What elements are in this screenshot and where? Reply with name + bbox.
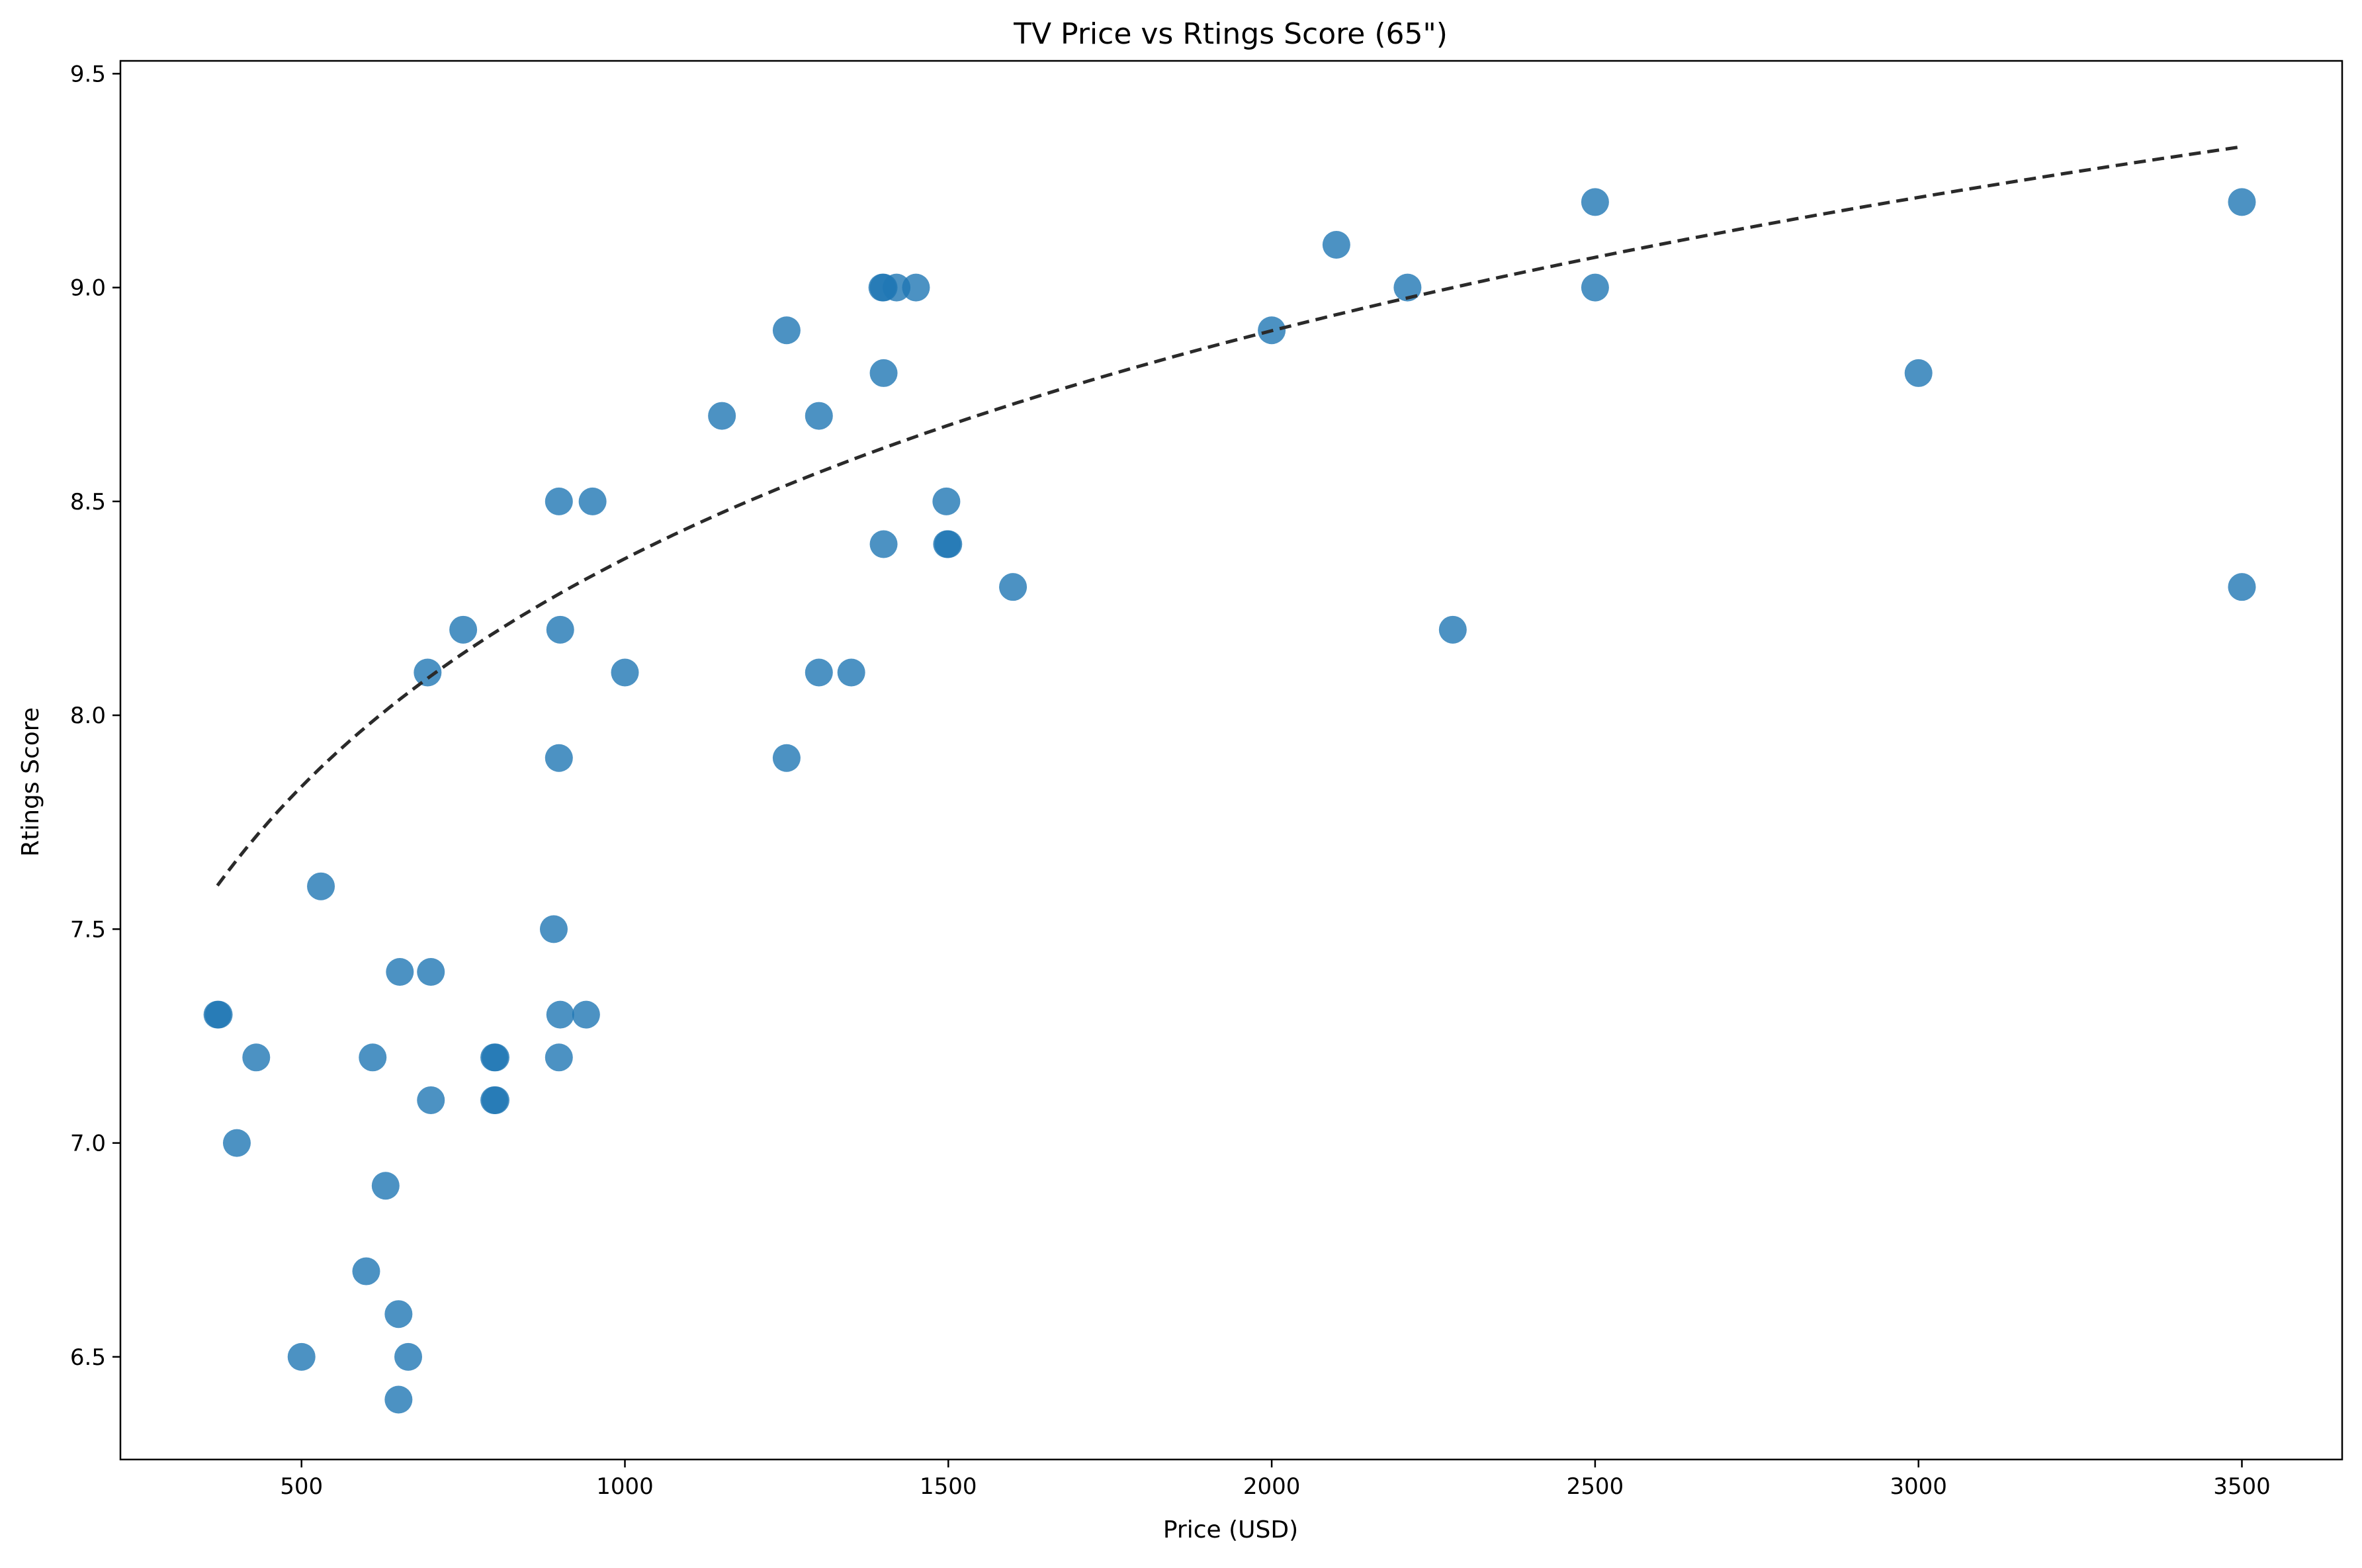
- x-tick-label: 2000: [1243, 1473, 1301, 1500]
- y-axis: 6.5 7.0 7.5 8.0 8.5 9.0 9.5: [70, 61, 120, 1371]
- data-point: [1581, 273, 1609, 302]
- data-point: [539, 915, 568, 943]
- data-point: [222, 1129, 251, 1157]
- data-point: [394, 1342, 423, 1371]
- data-point: [902, 273, 930, 302]
- data-point: [545, 744, 573, 772]
- data-point: [371, 1172, 400, 1200]
- data-point: [352, 1257, 380, 1285]
- data-point: [708, 402, 736, 430]
- data-point: [2228, 573, 2256, 601]
- data-point: [1904, 359, 1933, 387]
- data-point: [883, 273, 911, 302]
- data-point: [242, 1043, 271, 1072]
- data-point: [204, 1000, 233, 1029]
- y-axis-label: Rtings Score: [17, 707, 44, 857]
- x-tick-label: 1500: [920, 1473, 977, 1500]
- data-point: [546, 1000, 574, 1029]
- trend-line: [216, 145, 2242, 887]
- data-point: [307, 872, 335, 900]
- data-point: [611, 658, 639, 687]
- x-axis-label: Price (USD): [1163, 1516, 1298, 1544]
- data-point: [481, 1086, 509, 1114]
- data-point: [578, 487, 607, 515]
- x-axis: 500 1000 1500 2000 2500 3000 3500: [280, 1459, 2271, 1500]
- data-point: [869, 359, 898, 387]
- data-point: [1581, 188, 1609, 216]
- y-tick-label: 6.5: [70, 1344, 106, 1371]
- data-point: [414, 658, 442, 687]
- chart-title: TV Price vs Rtings Score (65"): [1013, 17, 1448, 51]
- data-point: [934, 530, 963, 558]
- data-point: [932, 487, 961, 515]
- y-tick-label: 8.5: [70, 489, 106, 515]
- data-point: [481, 1043, 509, 1072]
- y-tick-label: 7.0: [70, 1131, 106, 1157]
- data-point: [772, 316, 801, 345]
- data-point: [287, 1342, 316, 1371]
- data-point: [417, 958, 445, 986]
- data-point: [999, 573, 1028, 601]
- data-point: [449, 615, 478, 644]
- x-tick-label: 500: [280, 1473, 323, 1500]
- data-point: [805, 402, 833, 430]
- data-point: [837, 658, 865, 687]
- x-tick-label: 3500: [2213, 1473, 2271, 1500]
- y-tick-label: 8.0: [70, 703, 106, 729]
- data-points: [203, 188, 2256, 1414]
- data-point: [545, 487, 573, 515]
- y-tick-label: 7.5: [70, 916, 106, 943]
- data-point: [359, 1043, 387, 1072]
- x-tick-label: 2500: [1567, 1473, 1624, 1500]
- x-tick-label: 1000: [596, 1473, 654, 1500]
- data-point: [417, 1086, 445, 1114]
- data-point: [572, 1000, 600, 1029]
- data-point: [384, 1385, 413, 1414]
- data-point: [386, 958, 414, 986]
- plot-frame: [119, 60, 2343, 1461]
- data-point: [772, 744, 801, 772]
- data-point: [2228, 188, 2256, 216]
- data-point: [805, 658, 833, 687]
- x-tick-label: 3000: [1890, 1473, 1947, 1500]
- y-tick-label: 9.0: [70, 275, 106, 302]
- data-point: [1393, 273, 1422, 302]
- data-point: [1438, 615, 1467, 644]
- y-tick-label: 9.5: [70, 61, 106, 87]
- data-point: [384, 1300, 413, 1328]
- data-point: [546, 615, 574, 644]
- data-point: [545, 1043, 573, 1072]
- data-point: [869, 530, 898, 558]
- data-point: [1322, 230, 1350, 259]
